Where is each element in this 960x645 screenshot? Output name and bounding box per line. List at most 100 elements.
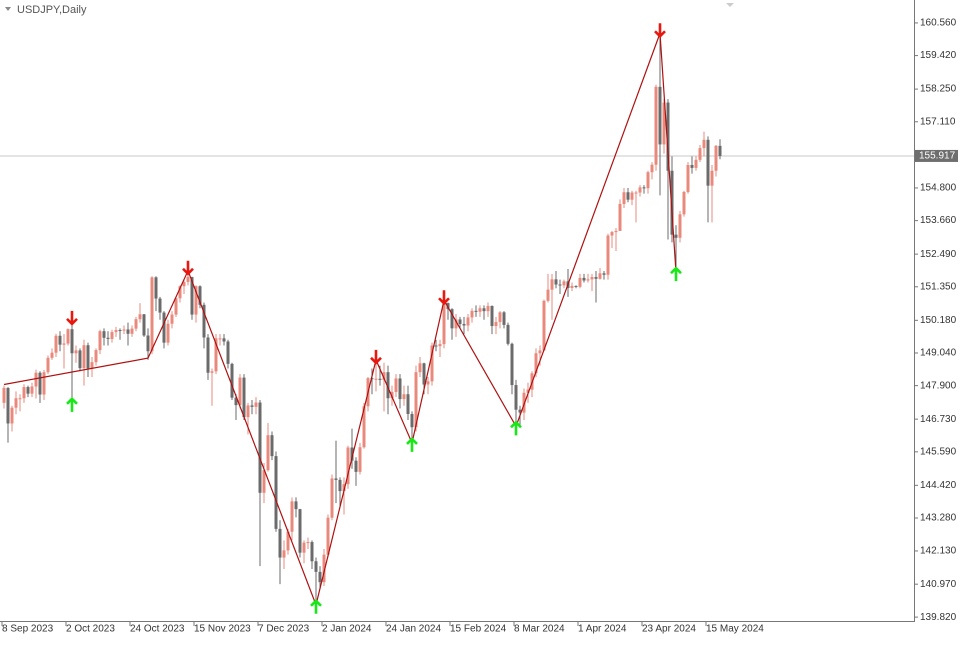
time-tick-label: 24 Oct 2023 [130, 624, 185, 635]
candle-body [70, 329, 74, 354]
candle-body [570, 285, 574, 288]
candle-body [546, 289, 550, 301]
candle-body [434, 345, 438, 347]
sell-arrow [654, 23, 666, 39]
candle-body [550, 279, 554, 290]
candle-body [502, 312, 506, 325]
candle-body [458, 319, 462, 325]
candle-body [2, 387, 6, 403]
candle-body [162, 312, 166, 343]
candle-body [94, 350, 98, 363]
candle-body [310, 542, 314, 562]
price-tick-label: 146.730 [920, 414, 957, 425]
candle-body [218, 338, 222, 340]
candle-body [322, 554, 326, 583]
candle-body [374, 378, 378, 380]
candle-body [438, 344, 442, 347]
candle-body [378, 378, 382, 380]
price-tick-label: 158.250 [920, 84, 957, 95]
shift-marker [726, 3, 734, 7]
candle-body [602, 273, 606, 275]
candle-body [106, 337, 110, 339]
sell-arrow [66, 310, 78, 326]
candle-body [678, 214, 682, 238]
candle-body [238, 377, 242, 406]
candle-body [642, 187, 646, 189]
time-tick-label: 15 May 2024 [706, 624, 764, 635]
candle-body [390, 391, 394, 399]
candle-body [226, 341, 230, 364]
time-tick-label: 23 Apr 2024 [642, 624, 696, 635]
candle-body [222, 338, 226, 342]
candle-body [354, 460, 358, 472]
candle-body [118, 330, 122, 332]
candle-body [538, 350, 542, 354]
candle-body [90, 362, 94, 369]
candle-body [430, 345, 434, 382]
candle-body [470, 310, 474, 318]
collapse-icon[interactable] [5, 7, 11, 11]
price-tick-label: 142.130 [920, 546, 957, 557]
candle-body [698, 148, 702, 160]
candle-body [194, 286, 198, 315]
candle-body [326, 517, 330, 555]
candle-body [182, 281, 186, 287]
candle-body [534, 353, 538, 374]
candle-body [298, 509, 302, 553]
price-tick-label: 160.560 [920, 18, 957, 29]
candle-body [26, 387, 30, 394]
candle-body [186, 277, 190, 282]
candle-body [402, 394, 406, 400]
time-tick-label: 1 Apr 2024 [578, 624, 627, 635]
candle-body [462, 324, 466, 326]
candle-body [574, 285, 578, 287]
candle-body [594, 277, 598, 279]
candle-body [630, 192, 634, 200]
candle-body [126, 329, 130, 334]
candle-body [178, 286, 182, 299]
candle-body [466, 317, 470, 326]
candle-body [102, 331, 106, 338]
candle-body [130, 328, 134, 334]
candle-body [694, 159, 698, 168]
buy-arrow [670, 266, 682, 282]
candle-body [174, 298, 178, 315]
candle-body [10, 407, 14, 424]
price-tick-label: 143.280 [920, 513, 957, 524]
candle-body [386, 372, 390, 399]
candle-body [682, 191, 686, 215]
candle-body [614, 230, 618, 233]
candle-body [58, 335, 62, 345]
candle-body [154, 277, 158, 299]
candle-body [674, 234, 678, 238]
candle-body [718, 145, 722, 156]
candle-body [498, 312, 502, 323]
candle-body [510, 343, 514, 386]
candle-body [86, 345, 90, 369]
candle-body [670, 170, 674, 235]
candle-body [34, 372, 38, 387]
candle-body [338, 479, 342, 492]
time-tick-label: 2 Jan 2024 [322, 624, 372, 635]
candle-body [426, 381, 430, 385]
candle-body [254, 402, 258, 407]
price-tick-label: 157.110 [920, 116, 956, 127]
candle-body [490, 305, 494, 327]
candle-body [282, 550, 286, 558]
candle-body [482, 308, 486, 312]
candle-body [206, 337, 210, 373]
time-tick-label: 15 Nov 2023 [194, 624, 251, 635]
candle-body [38, 372, 42, 395]
price-tick-label: 153.660 [920, 215, 957, 226]
time-tick-label: 2 Oct 2023 [66, 624, 115, 635]
candle-body [62, 343, 66, 345]
candle-body [270, 435, 274, 457]
candle-body [658, 86, 662, 145]
candle-body [454, 319, 458, 329]
candle-body [554, 279, 558, 285]
candle-body [150, 277, 154, 352]
candle-body [362, 406, 366, 448]
price-tick-label: 147.900 [920, 380, 957, 391]
